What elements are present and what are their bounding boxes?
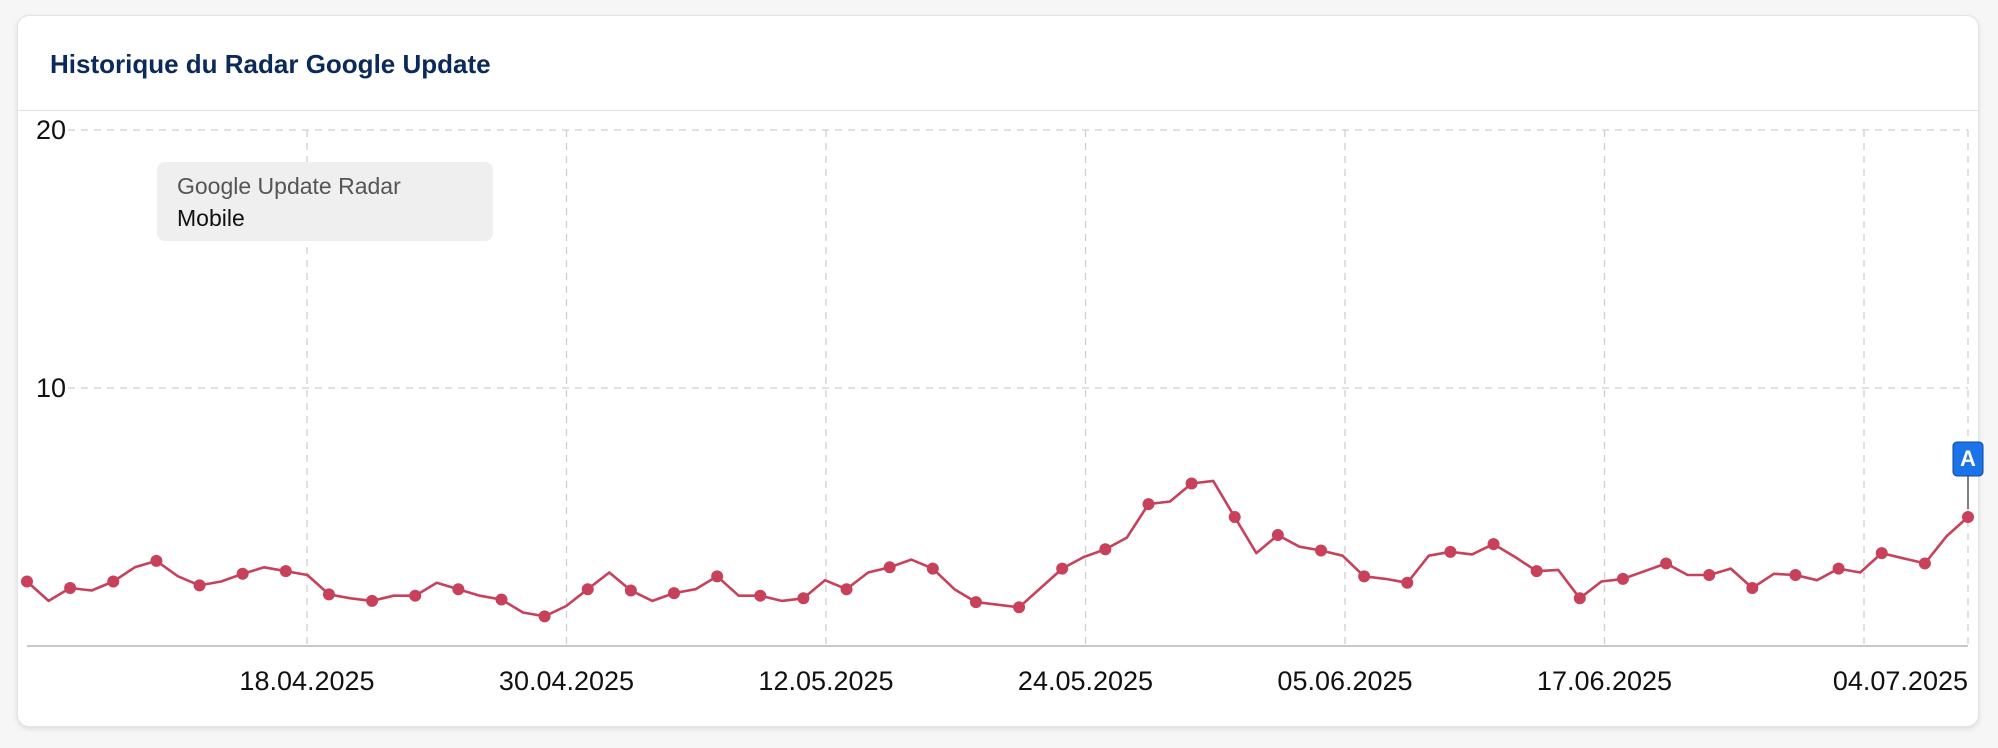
data-point [668,587,680,600]
annotation-marker [1952,441,1984,477]
data-point [64,581,77,594]
data-point [1789,569,1802,582]
data-point [1099,543,1112,556]
y-tick-label: 10 [36,373,66,403]
data-point [1315,544,1327,557]
data-point [150,554,163,567]
data-point [1358,570,1371,583]
data-point [495,593,508,606]
x-tick-label: 12.05.2025 [758,666,893,696]
series-mobile [21,477,1974,623]
grid [68,129,1969,646]
data-point [711,570,724,583]
data-point [1013,601,1026,614]
y-tick-label: 20 [36,115,66,145]
x-tick-label: 05.06.2025 [1277,666,1412,696]
data-point [1746,581,1759,594]
x-tick-label: 17.06.2025 [1537,666,1672,696]
data-point [452,583,465,596]
data-point [581,583,594,596]
legend: Google Update Radar Mobile [157,162,493,241]
data-point [1962,511,1974,523]
data-point [236,567,249,580]
data-point [1487,538,1500,551]
series-line-mobile [26,479,1969,618]
data-point [1271,529,1284,542]
data-point [797,592,810,605]
data-point [883,561,896,574]
annotation-layer: A [1952,441,1984,509]
data-point [926,562,939,575]
data-point [840,583,853,596]
data-point [21,575,33,588]
data-point [409,589,422,602]
data-point [624,584,637,597]
x-tick-label: 24.05.2025 [1018,666,1153,696]
legend-title: Google Update Radar [177,173,401,199]
data-point [1616,572,1629,585]
data-point [1832,562,1845,575]
legend-item-mobile: Mobile [177,205,245,231]
data-point [279,565,292,578]
data-point [1530,565,1543,578]
x-tick-label: 30.04.2025 [499,666,634,696]
data-point [1142,498,1155,511]
data-point [1228,511,1241,523]
data-point [322,588,335,601]
data-point [1401,576,1414,589]
legend-box [157,162,493,241]
panel-title: Historique du Radar Google Update [50,49,491,79]
data-point [1056,562,1069,575]
data-point [1573,592,1586,605]
data-point [107,575,120,588]
data-point [193,579,206,592]
chart-panel: Historique du Radar Google Update [17,15,1979,727]
x-tick-label: 18.04.2025 [239,666,374,696]
data-point [1660,557,1673,570]
annotation-label: A [1960,446,1976,471]
data-point [1875,547,1888,560]
data-point [1703,569,1716,582]
data-point [1444,545,1457,558]
x-tick-label: 04.07.2025 [1833,666,1968,696]
data-point [969,596,982,609]
data-point [1185,477,1198,490]
data-point [538,610,551,623]
data-point [366,594,379,607]
panel-header: Historique du Radar Google Update [18,16,1978,111]
data-point [1918,557,1931,570]
axes: 10 20 18.04.2025 30.04.2025 12.05.2025 24.05.… [27,115,1968,696]
data-point [754,589,767,602]
